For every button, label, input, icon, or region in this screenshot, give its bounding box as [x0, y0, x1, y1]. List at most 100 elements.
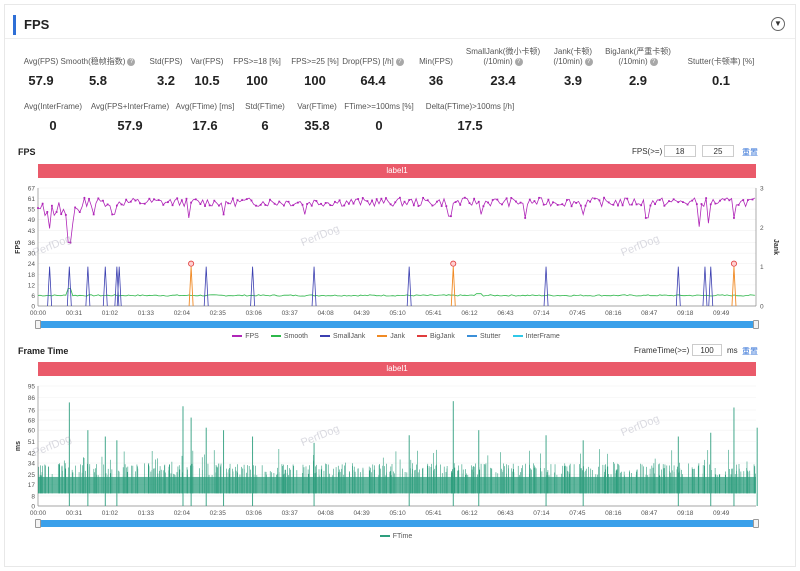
- frametime-range-slider[interactable]: [35, 519, 759, 528]
- legend-item-smooth[interactable]: Smooth: [270, 333, 308, 340]
- stats_row1-stat: FPS>=25 [%] 100: [255, 57, 375, 89]
- fps-reset-button[interactable]: 重置: [742, 148, 758, 157]
- x-tick-label: 02:35: [210, 310, 227, 317]
- stats_row1-stat: Drop(FPS) [/h]? 64.4: [313, 57, 433, 89]
- chevron-down-icon[interactable]: ▼: [771, 17, 785, 31]
- help-icon[interactable]: ?: [649, 57, 658, 66]
- x-tick-label: 02:04: [174, 310, 191, 317]
- fps-point: [162, 203, 165, 206]
- legend-label: SmallJank: [332, 333, 366, 340]
- y-tick-label: 34: [28, 461, 36, 468]
- x-tick-label: 02:04: [174, 510, 191, 517]
- fps-threshold-1-input[interactable]: [664, 145, 696, 157]
- fps-point: [315, 200, 318, 202]
- stats_row2-stat: Avg(InterFrame) 0: [0, 102, 113, 134]
- y2-tick-label: 1: [760, 264, 764, 271]
- fps-point: [120, 203, 123, 206]
- fps-point: [338, 199, 341, 202]
- stat-label-line2: (/10min)?: [443, 57, 563, 67]
- x-tick-label: 04:39: [353, 510, 370, 517]
- fps-point: [125, 198, 128, 201]
- legend-swatch: [270, 335, 281, 338]
- fps-point: [737, 204, 740, 206]
- fps-point: [171, 204, 174, 207]
- legend-swatch: [512, 335, 523, 338]
- fps-slider-right-handle[interactable]: [753, 320, 759, 329]
- frametime-section-title: Frame Time: [18, 346, 69, 356]
- fps-point: [227, 202, 230, 205]
- stat-value: 3.9: [563, 73, 583, 88]
- legend-item-smalljank[interactable]: SmallJank: [319, 333, 366, 340]
- smalljank-mark: [102, 266, 108, 307]
- fps-point: [496, 198, 499, 201]
- fps-point: [505, 197, 508, 200]
- legend-item-jank[interactable]: Jank: [377, 333, 405, 340]
- fps-point: [723, 198, 726, 201]
- fps-point: [301, 203, 304, 206]
- fps-point: [617, 204, 619, 207]
- legend-item-stutter[interactable]: Stutter: [466, 333, 501, 340]
- fps-point: [64, 214, 67, 216]
- legend-item-ftime[interactable]: FTime: [379, 533, 412, 540]
- smalljank-mark: [116, 266, 122, 307]
- stat-value: 2.9: [628, 73, 648, 88]
- fps-point: [259, 203, 262, 206]
- stats_row2-stat: Var(FTime) 35.8: [257, 102, 377, 134]
- fps-point: [97, 197, 100, 200]
- fps-point: [292, 204, 295, 207]
- fps-point: [380, 197, 383, 200]
- fps-point: [153, 198, 155, 201]
- stat-label: Smooth(稳帧指数)?: [38, 57, 158, 67]
- ft-slider-left-handle[interactable]: [35, 519, 41, 528]
- stats_row1-stat: Jank(卡顿) (/10min)? 3.9: [513, 47, 633, 89]
- smalljank-mark: [311, 266, 317, 307]
- y-tick-label: 61: [28, 196, 36, 203]
- help-icon[interactable]: ?: [584, 57, 593, 66]
- stat-value: 6: [261, 118, 269, 133]
- y-tick-label: 86: [28, 395, 36, 402]
- help-icon[interactable]: ?: [127, 57, 136, 66]
- ftime-dense-band: [38, 476, 756, 494]
- fps-point: [477, 200, 480, 203]
- legend-item-interframe[interactable]: InterFrame: [512, 333, 560, 340]
- fps-point: [269, 198, 271, 201]
- x-tick-label: 01:33: [138, 510, 155, 517]
- fps-point: [528, 198, 531, 201]
- legend-item-fps[interactable]: FPS: [232, 333, 259, 340]
- stat-value: 23.4: [490, 73, 516, 88]
- fps-point: [422, 196, 424, 199]
- y2-axis-title: Jank: [772, 239, 779, 255]
- frametime-threshold-label: FrameTime(>=): [634, 346, 690, 355]
- fps-point: [644, 217, 647, 219]
- stats_row1-stat: Var(FPS) 10.5: [147, 57, 267, 89]
- fps-point: [463, 196, 466, 199]
- frametime-reset-button[interactable]: 重置: [742, 347, 758, 356]
- fps-point: [714, 202, 717, 205]
- fps-point: [306, 203, 309, 205]
- stat-label-text: Std(FPS): [149, 57, 183, 66]
- fps-slider-left-handle[interactable]: [35, 320, 41, 329]
- stat-label: Jank(卡顿): [513, 47, 633, 57]
- frametime-threshold-input[interactable]: [692, 344, 722, 356]
- help-icon[interactable]: ?: [514, 57, 523, 66]
- legend-label: Stutter: [479, 333, 501, 340]
- x-tick-label: 07:14: [533, 310, 550, 317]
- fps-point: [236, 199, 239, 201]
- stat-value: 57.9: [28, 73, 54, 88]
- fps-point: [524, 217, 527, 219]
- y-tick-label: 17: [28, 482, 36, 489]
- fps-point: [630, 203, 633, 206]
- stat-value: 10.5: [194, 73, 220, 88]
- legend-label: Jank: [390, 333, 406, 340]
- smalljank-mark: [406, 266, 412, 307]
- ft-slider-right-handle[interactable]: [753, 519, 759, 528]
- fps-point: [74, 206, 77, 209]
- fps-point: [385, 197, 387, 199]
- help-icon[interactable]: ?: [395, 57, 404, 66]
- fps-point: [751, 198, 754, 201]
- fps-point: [102, 199, 104, 202]
- legend-item-bigjank[interactable]: BigJank: [417, 333, 455, 340]
- fps-range-slider[interactable]: [35, 320, 759, 329]
- fps-threshold-2-input[interactable]: [702, 145, 734, 157]
- fps-point: [139, 202, 141, 205]
